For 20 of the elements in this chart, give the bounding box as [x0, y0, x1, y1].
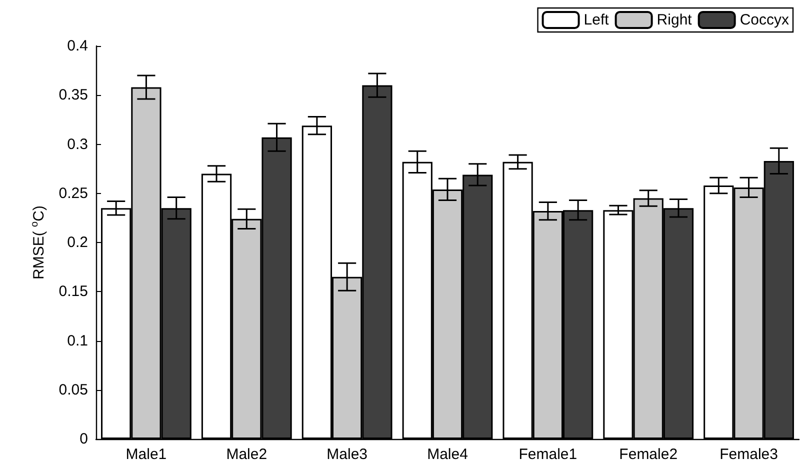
y-axis-title: RMSE( oC) — [30, 206, 48, 280]
x-tick-label: Male3 — [326, 446, 368, 463]
x-tick-label: Female2 — [619, 446, 678, 463]
x-tick-label: Female1 — [518, 446, 578, 463]
x-tick-label: Female3 — [720, 446, 778, 463]
y-tick-label: 0.2 — [67, 234, 88, 251]
y-tick-label: 0.25 — [58, 184, 88, 202]
y-tick-label: 0.15 — [58, 283, 88, 300]
y-tick-label: 0.1 — [67, 332, 88, 350]
y-tick-label: 0.05 — [58, 381, 88, 398]
x-tick-label: Male2 — [226, 446, 268, 463]
x-tick-label: Male4 — [427, 446, 468, 463]
y-tick-label: 0.4 — [67, 38, 88, 54]
y-tick-label: 0.35 — [58, 86, 88, 104]
legend-label: Coccyx — [740, 12, 790, 28]
x-tick-label: Male1 — [126, 446, 167, 463]
y-tick-label: 0 — [80, 430, 88, 448]
legend-label: Left — [584, 12, 610, 28]
y-tick-label: 0.3 — [67, 136, 88, 153]
legend-label: Right — [656, 12, 693, 28]
